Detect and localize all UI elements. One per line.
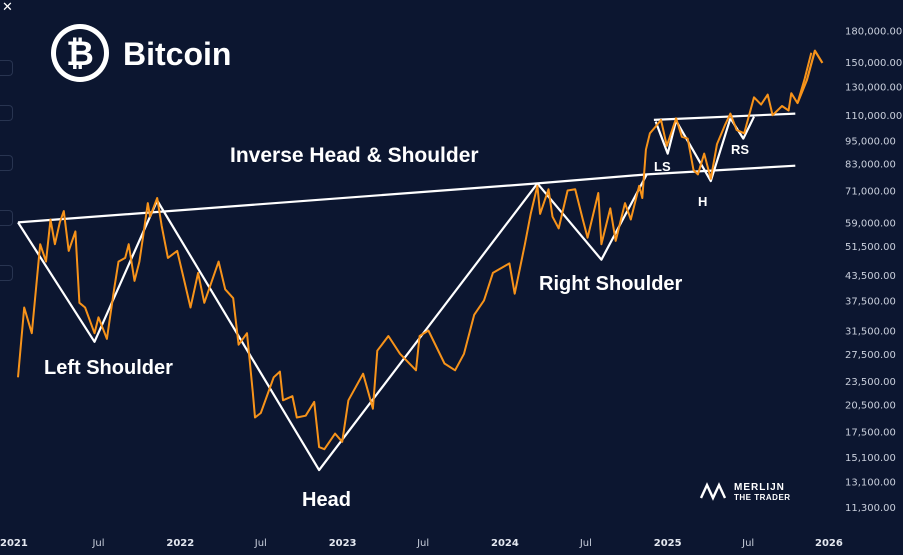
sidebar-tab-icon[interactable] [0, 210, 13, 226]
merlijn-watermark: MERLIJN THE TRADER [699, 482, 791, 502]
y-tick-label: 110,000.00 [845, 111, 902, 122]
y-tick-label: 59,000.00 [845, 218, 896, 229]
y-tick-label: 15,100.00 [845, 453, 896, 464]
pattern-title: Inverse Head & Shoulder [230, 144, 479, 167]
y-axis: 180,000.00 150,000.00 130,000.00 110,000.00… [845, 26, 902, 514]
annotations: Inverse Head & Shoulder Left Shoulder He… [44, 142, 749, 511]
svg-text:₿: ₿ [66, 34, 94, 74]
chart-brand: ₿ Bitcoin [51, 24, 231, 82]
y-tick-label: 71,000.00 [845, 187, 896, 198]
x-tick-label: Jul [741, 538, 754, 549]
y-tick-label: 31,500.00 [845, 326, 896, 337]
rs-label: RS [731, 142, 749, 157]
y-tick-label: 43,500.00 [845, 271, 896, 282]
chart-title: Bitcoin [123, 36, 231, 72]
sidebar-tab-icon[interactable] [0, 155, 13, 171]
y-tick-label: 11,300.00 [845, 503, 896, 514]
y-tick-label: 95,000.00 [845, 136, 896, 147]
head-v-line [156, 182, 539, 472]
price-line [17, 52, 813, 451]
x-tick-label: Jul [254, 538, 267, 549]
x-tick-label: 2023 [329, 538, 357, 549]
sidebar-tab-icon[interactable] [0, 60, 13, 76]
y-tick-label: 27,500.00 [845, 350, 896, 361]
x-tick-label: 2024 [491, 538, 519, 549]
right-shoulder-v-line [536, 173, 648, 261]
y-tick-label: 150,000.00 [845, 58, 902, 69]
ls-label: LS [654, 159, 671, 174]
x-tick-label: Jul [416, 538, 429, 549]
neckline-line [17, 164, 796, 224]
x-tick-label: 2021 [0, 538, 28, 549]
small-ls-line [654, 120, 678, 155]
y-tick-label: 180,000.00 [845, 26, 902, 37]
x-tick-label: 2025 [654, 538, 682, 549]
x-tick-label: 2026 [815, 538, 843, 549]
h-label: H [698, 194, 707, 209]
merlijn-logo-icon [699, 482, 727, 501]
y-tick-label: 13,100.00 [845, 478, 896, 489]
y-tick-label: 51,500.00 [845, 242, 896, 253]
small-rs-line [729, 116, 755, 140]
arrow-up-icon [796, 49, 824, 104]
price-series [17, 49, 824, 451]
sidebar-tab-icon[interactable] [0, 105, 13, 121]
sidebar-tab-icon[interactable] [0, 265, 13, 281]
right-shoulder-label: Right Shoulder [539, 273, 683, 295]
x-tick-label: Jul [91, 538, 104, 549]
head-label: Head [302, 489, 351, 511]
x-tick-label: Jul [579, 538, 592, 549]
y-tick-label: 20,500.00 [845, 400, 896, 411]
left-shoulder-v-line [17, 200, 159, 343]
y-tick-label: 130,000.00 [845, 82, 902, 93]
left-shoulder-label: Left Shoulder [44, 357, 173, 379]
x-axis: 2021 Jul 2022 Jul 2023 Jul 2024 Jul 2025 Jul 2026 [0, 538, 843, 549]
y-tick-label: 37,500.00 [845, 296, 896, 307]
y-tick-label: 83,000.00 [845, 160, 896, 171]
close-icon[interactable]: ✕ [2, 0, 13, 14]
x-tick-label: 2022 [166, 538, 194, 549]
y-tick-label: 17,500.00 [845, 428, 896, 439]
y-tick-label: 23,500.00 [845, 377, 896, 388]
watermark-line2: THE TRADER [734, 493, 791, 502]
watermark-line1: MERLIJN [734, 482, 785, 493]
